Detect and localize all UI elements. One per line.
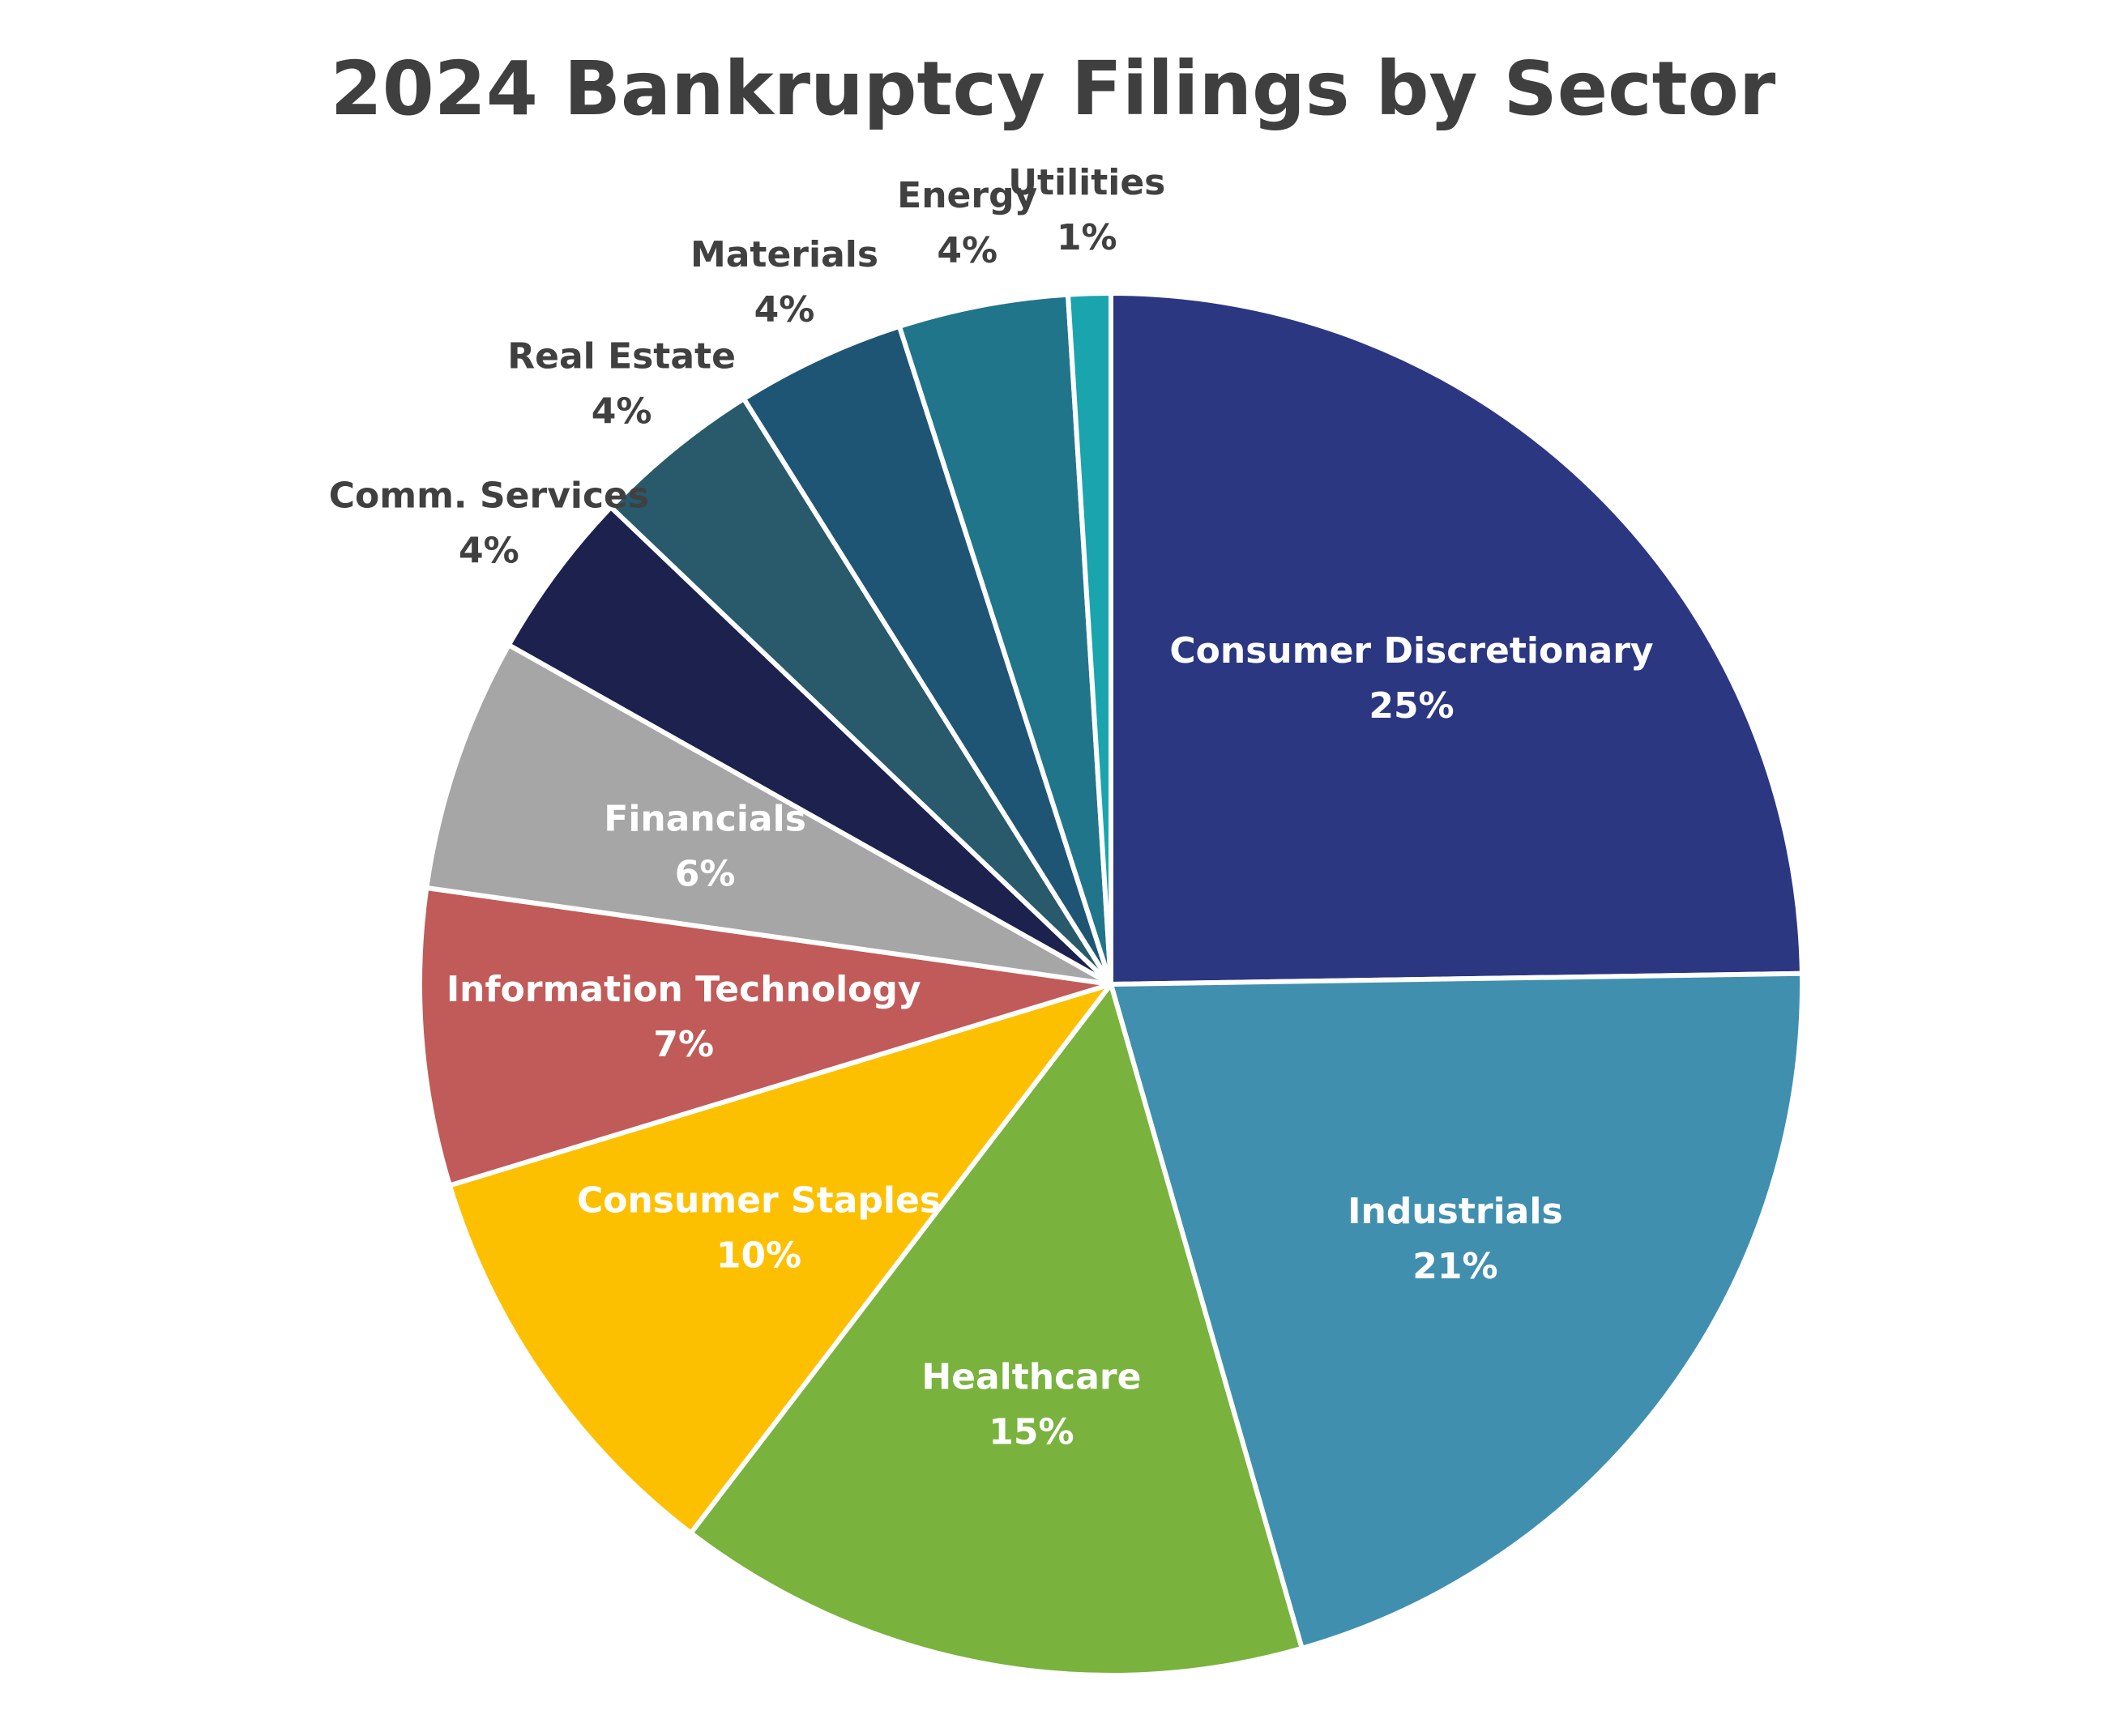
slice-value-industrials: 21%	[1412, 1246, 1497, 1287]
slice-label-consumer-discretionary: Consumer Discretionary	[1169, 630, 1653, 672]
pie-slice-consumer-discretionary	[1109, 291, 1805, 987]
slice-label-industrials: Industrials	[1348, 1191, 1562, 1232]
slice-label-healthcare: Healthcare	[921, 1357, 1141, 1398]
slice-label-comm-services: Comm. Services	[329, 475, 649, 516]
slice-label-real-estate: Real Estate	[507, 336, 736, 377]
slice-value-information-technology: 7%	[653, 1024, 714, 1065]
slice-label-information-technology: Information Technology	[446, 969, 921, 1010]
pie-slice-consumer-staples	[446, 982, 1113, 1536]
pie-slice-healthcare	[688, 982, 1305, 1678]
pie-slice-industrials	[1109, 970, 1805, 1651]
pie-labels: Consumer Discretionary 25% Industrials 21% H…	[329, 162, 1654, 1453]
slice-label-consumer-staples: Consumer Staples	[577, 1180, 941, 1222]
slice-value-materials: 4%	[754, 289, 815, 331]
pie-slice-utilities	[1065, 291, 1113, 987]
slice-value-real-estate: 4%	[592, 391, 652, 433]
slice-value-comm-services: 4%	[459, 530, 519, 571]
pie-slice-energy	[896, 292, 1113, 987]
slice-value-consumer-staples: 10%	[716, 1235, 801, 1277]
slice-label-materials: Materials	[690, 234, 878, 275]
pie-slice-real-estate	[608, 396, 1113, 987]
slice-value-utilities: 1%	[1057, 217, 1117, 258]
pie-slice-comm-services	[506, 505, 1113, 987]
pie-slice-materials	[741, 323, 1113, 987]
slice-value-consumer-discretionary: 25%	[1369, 685, 1454, 727]
pie-slice-financials	[424, 642, 1113, 987]
slice-value-energy: 4%	[937, 230, 997, 271]
slice-label-financials: Financials	[604, 798, 806, 839]
pie-slices	[417, 291, 1805, 1678]
slice-value-healthcare: 15%	[989, 1412, 1074, 1453]
slice-label-utilities: Utilities	[1008, 162, 1165, 203]
slice-value-financials: 6%	[675, 853, 736, 894]
chart-title: 2024 Bankruptcy Filings by Sector	[330, 45, 1776, 132]
slice-label-energy: Energy	[897, 175, 1037, 216]
